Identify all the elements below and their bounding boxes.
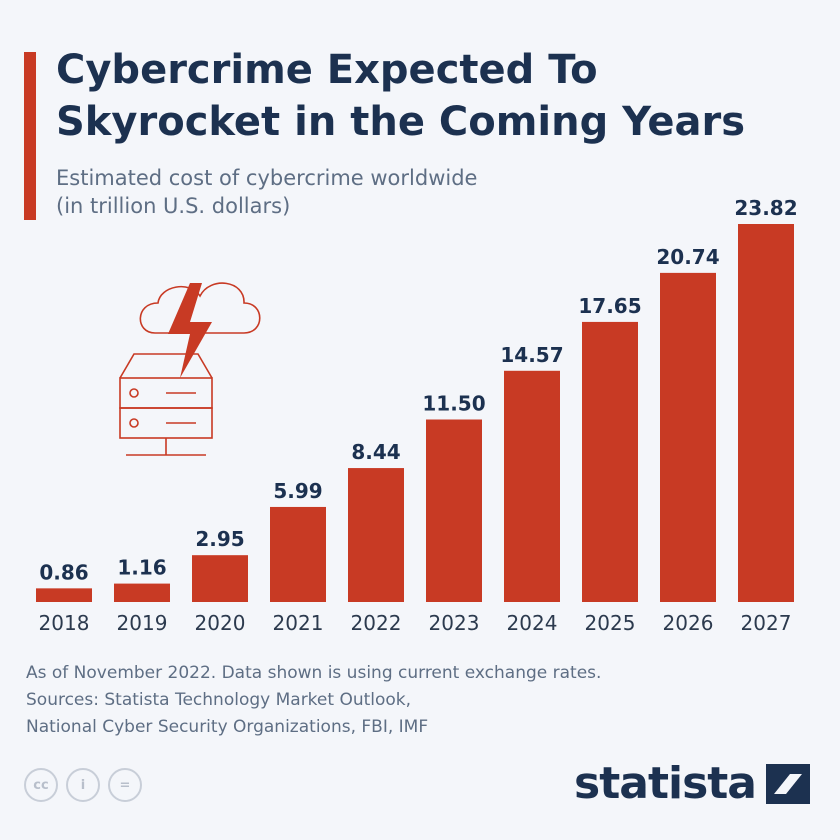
bar-2021 [270, 506, 326, 602]
bar-2018 [36, 588, 92, 602]
chart-footer: As of November 2022. Data shown is using… [26, 660, 806, 741]
category-label-2023: 2023 [429, 611, 480, 635]
value-label-2022: 8.44 [351, 440, 400, 464]
value-label-2023: 11.50 [422, 392, 485, 416]
bar-chart: 0.86 2018 1.16 2019 2.95 2020 5.99 2021 8.44 2022… [36, 196, 798, 635]
bar-2026 [660, 272, 716, 602]
bar-2025 [582, 321, 638, 602]
footer-note: As of November 2022. Data shown is using… [26, 663, 602, 683]
value-label-2026: 20.74 [656, 245, 719, 269]
chart-title: Cybercrime Expected To Skyrocket in the … [56, 47, 746, 145]
attribution-icon[interactable]: i [66, 768, 100, 802]
value-label-2025: 17.65 [578, 294, 641, 318]
bar-2027 [738, 224, 794, 602]
category-label-2022: 2022 [351, 611, 402, 635]
cloud-server-lightning-icon [119, 282, 261, 456]
footer-sources-1: Sources: Statista Technology Market Outl… [26, 690, 412, 710]
value-label-2019: 1.16 [117, 556, 166, 580]
statista-logo[interactable]: statista [574, 758, 810, 809]
license-icons: cc i = [24, 768, 142, 802]
bar-2024 [504, 370, 560, 602]
value-label-2024: 14.57 [500, 343, 563, 367]
statista-mark-icon [766, 763, 810, 804]
category-label-2018: 2018 [39, 611, 90, 635]
no-derivatives-icon[interactable]: = [108, 768, 142, 802]
bar-2022 [348, 468, 404, 602]
brand-name: statista [574, 758, 757, 809]
value-label-2021: 5.99 [273, 479, 322, 503]
value-label-2020: 2.95 [195, 527, 244, 551]
bar-2020 [192, 555, 248, 602]
value-label-2018: 0.86 [39, 560, 88, 584]
bar-2019 [114, 583, 170, 602]
cc-icon[interactable]: cc [24, 768, 58, 802]
category-label-2019: 2019 [117, 611, 168, 635]
subtitle-line-2: (in trillion U.S. dollars) [56, 194, 291, 218]
category-label-2026: 2026 [663, 611, 714, 635]
category-label-2021: 2021 [273, 611, 324, 635]
bar-2023 [426, 419, 482, 602]
title-accent-bar [24, 52, 36, 220]
subtitle-line-1: Estimated cost of cybercrime worldwide [56, 166, 478, 190]
category-label-2024: 2024 [507, 611, 558, 635]
chart-subtitle: Estimated cost of cybercrime worldwide (… [56, 164, 696, 220]
category-label-2025: 2025 [585, 611, 636, 635]
footer-sources-2: National Cyber Security Organizations, F… [26, 717, 429, 737]
value-label-2027: 23.82 [734, 196, 797, 220]
category-label-2020: 2020 [195, 611, 246, 635]
category-label-2027: 2027 [741, 611, 792, 635]
